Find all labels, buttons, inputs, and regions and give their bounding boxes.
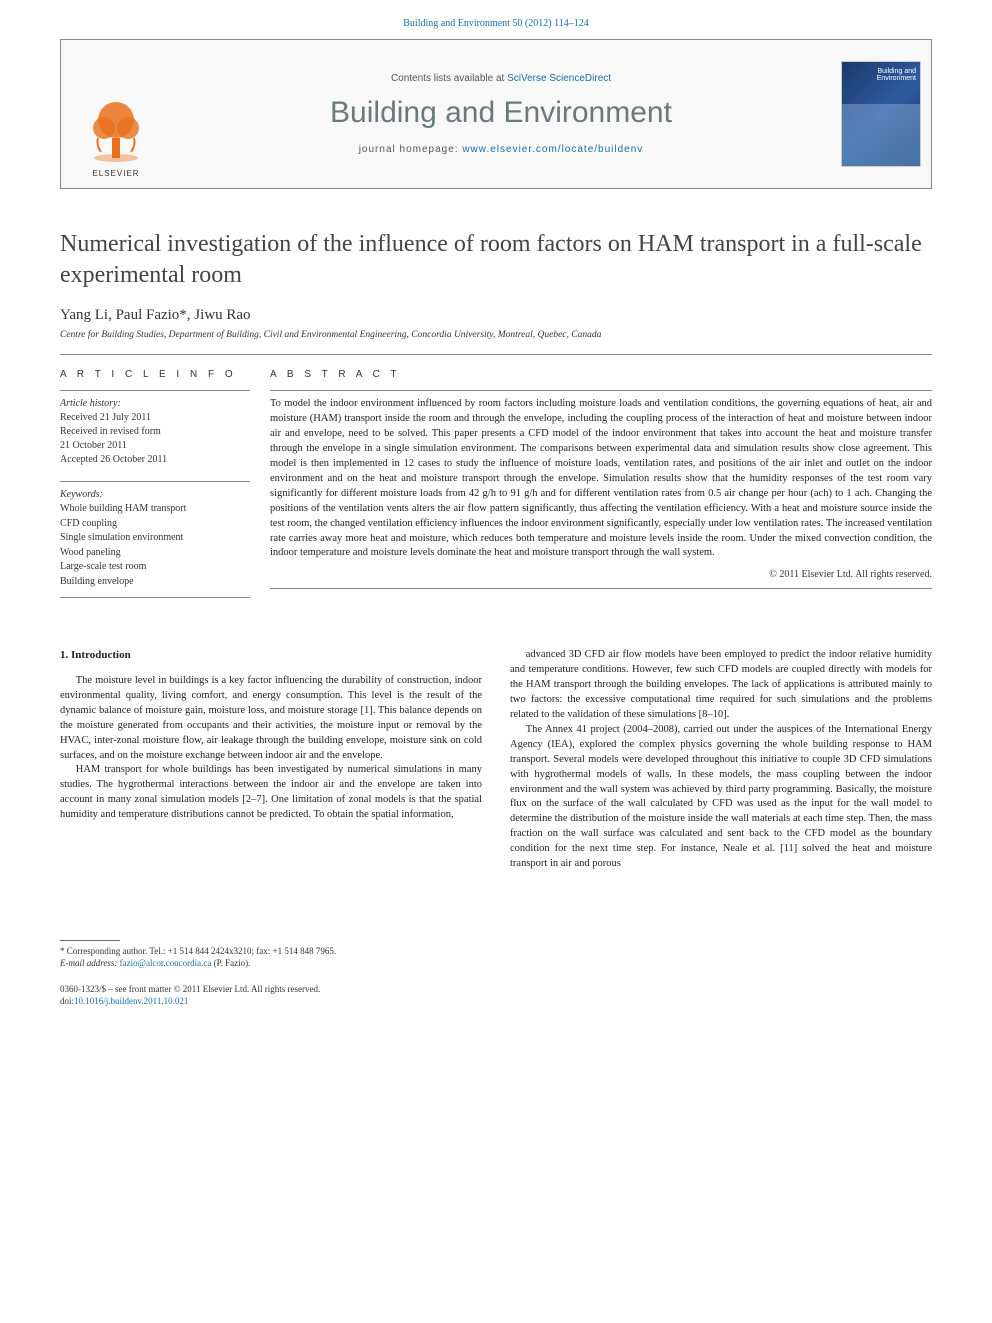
mini-rule (60, 390, 250, 391)
email-line: E-mail address: fazio@alcor.concordia.ca… (60, 957, 480, 969)
journal-cover-area: Building and Environment (831, 40, 931, 188)
contents-available-line: Contents lists available at SciVerse Sci… (391, 73, 611, 84)
keyword: Single simulation environment (60, 531, 250, 546)
doi-link[interactable]: 10.1016/j.buildenv.2011.10.021 (74, 996, 188, 1006)
keyword: Wood paneling (60, 546, 250, 561)
corresponding-author-note: * Corresponding author. Tel.: +1 514 844… (60, 945, 480, 957)
header-citation-link[interactable]: Building and Environment 50 (2012) 114–1… (403, 18, 588, 29)
info-abstract-row: A R T I C L E I N F O Article history: R… (60, 355, 932, 604)
history-label: Article history: (60, 397, 250, 411)
keyword: CFD coupling (60, 517, 250, 532)
article-info-heading: A R T I C L E I N F O (60, 369, 250, 380)
mini-rule (60, 597, 250, 598)
body-two-column: 1. Introduction The moisture level in bu… (60, 604, 932, 872)
mini-rule (270, 588, 932, 589)
article-info-column: A R T I C L E I N F O Article history: R… (60, 369, 270, 604)
affiliation: Centre for Building Studies, Department … (60, 330, 932, 340)
body-paragraph: advanced 3D CFD air flow models have bee… (510, 648, 932, 723)
abstract-heading: A B S T R A C T (270, 369, 932, 380)
mini-rule (60, 481, 250, 482)
masthead-center: Contents lists available at SciVerse Sci… (171, 40, 831, 188)
doi-line: doi:10.1016/j.buildenv.2011.10.021 (60, 995, 932, 1007)
history-revised-line2: 21 October 2011 (60, 439, 250, 453)
keyword: Whole building HAM transport (60, 502, 250, 517)
body-paragraph: The Annex 41 project (2004–2008), carrie… (510, 723, 932, 872)
sciencedirect-link[interactable]: SciVerse ScienceDirect (507, 73, 611, 84)
journal-cover-thumbnail: Building and Environment (841, 61, 921, 167)
journal-homepage-link[interactable]: www.elsevier.com/locate/buildenv (462, 144, 643, 155)
abstract-column: A B S T R A C T To model the indoor envi… (270, 369, 932, 604)
elsevier-logo-icon: ELSEVIER (76, 90, 156, 180)
history-accepted: Accepted 26 October 2011 (60, 453, 250, 467)
corresponding-email-link[interactable]: fazio@alcor.concordia.ca (120, 958, 212, 968)
journal-masthead: ELSEVIER Contents lists available at Sci… (60, 39, 932, 189)
elsevier-wordmark: ELSEVIER (92, 169, 139, 178)
keywords-list: Whole building HAM transport CFD couplin… (60, 502, 250, 589)
footnote-rule (60, 940, 120, 941)
abstract-text: To model the indoor environment influenc… (270, 397, 932, 561)
body-paragraph: HAM transport for whole buildings has be… (60, 763, 482, 823)
body-column-left: 1. Introduction The moisture level in bu… (60, 648, 482, 872)
issn-copyright-line: 0360-1323/$ – see front matter © 2011 El… (60, 983, 932, 995)
keyword: Building envelope (60, 575, 250, 590)
abstract-copyright: © 2011 Elsevier Ltd. All rights reserved… (270, 569, 932, 580)
journal-homepage-line: journal homepage: www.elsevier.com/locat… (359, 144, 644, 155)
author-list: Yang Li, Paul Fazio*, Jiwu Rao (60, 307, 932, 324)
history-revised-line1: Received in revised form (60, 425, 250, 439)
history-received: Received 21 July 2011 (60, 411, 250, 425)
footnote-block: * Corresponding author. Tel.: +1 514 844… (60, 940, 480, 969)
section-heading-intro: 1. Introduction (60, 648, 482, 664)
running-header: Building and Environment 50 (2012) 114–1… (0, 0, 992, 29)
article-title: Numerical investigation of the influence… (60, 229, 932, 291)
article-header: Numerical investigation of the influence… (0, 189, 992, 340)
journal-name: Building and Environment (330, 96, 672, 130)
body-paragraph: The moisture level in buildings is a key… (60, 674, 482, 763)
publisher-logo-area: ELSEVIER (61, 40, 171, 188)
mini-rule (270, 390, 932, 391)
body-column-right: advanced 3D CFD air flow models have bee… (510, 648, 932, 872)
keywords-label: Keywords: (60, 488, 250, 502)
bottom-metadata: 0360-1323/$ – see front matter © 2011 El… (60, 983, 932, 1007)
keyword: Large-scale test room (60, 560, 250, 575)
